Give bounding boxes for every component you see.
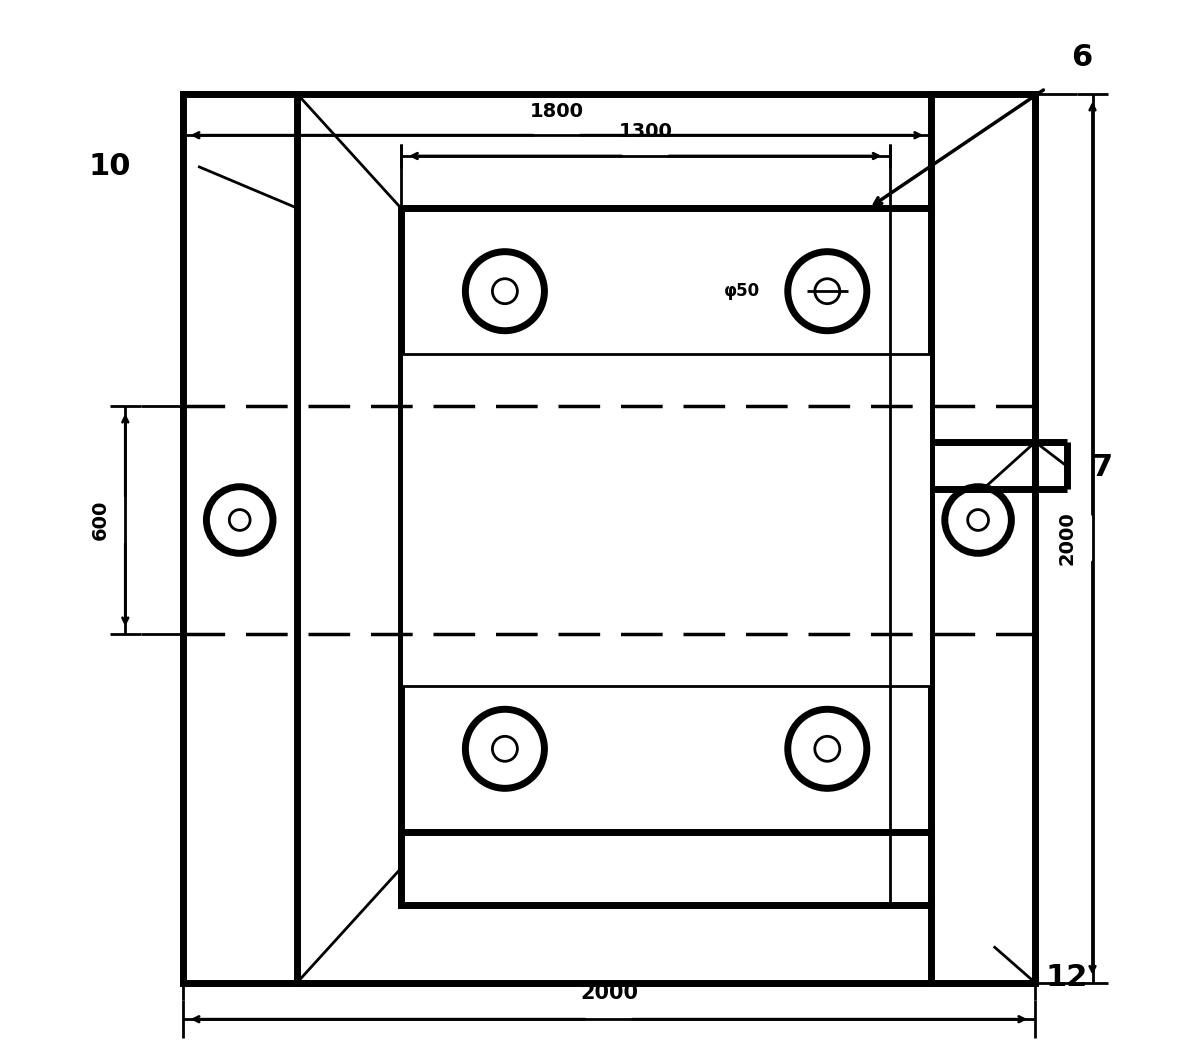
Text: 1800: 1800 <box>530 102 584 121</box>
Bar <box>182 94 297 983</box>
Bar <box>401 354 931 686</box>
Text: 7: 7 <box>1093 453 1113 483</box>
Bar <box>401 208 931 905</box>
Bar <box>182 94 1035 983</box>
Text: 12: 12 <box>1046 963 1088 992</box>
Text: 1300: 1300 <box>619 123 673 141</box>
Bar <box>401 832 931 905</box>
Text: 6: 6 <box>1071 43 1093 72</box>
Text: 2000: 2000 <box>1058 512 1077 565</box>
Text: φ50: φ50 <box>723 282 760 301</box>
Text: 600: 600 <box>91 500 110 540</box>
Text: 2000: 2000 <box>579 983 638 1003</box>
Text: 10: 10 <box>89 152 130 181</box>
Bar <box>931 94 1035 983</box>
